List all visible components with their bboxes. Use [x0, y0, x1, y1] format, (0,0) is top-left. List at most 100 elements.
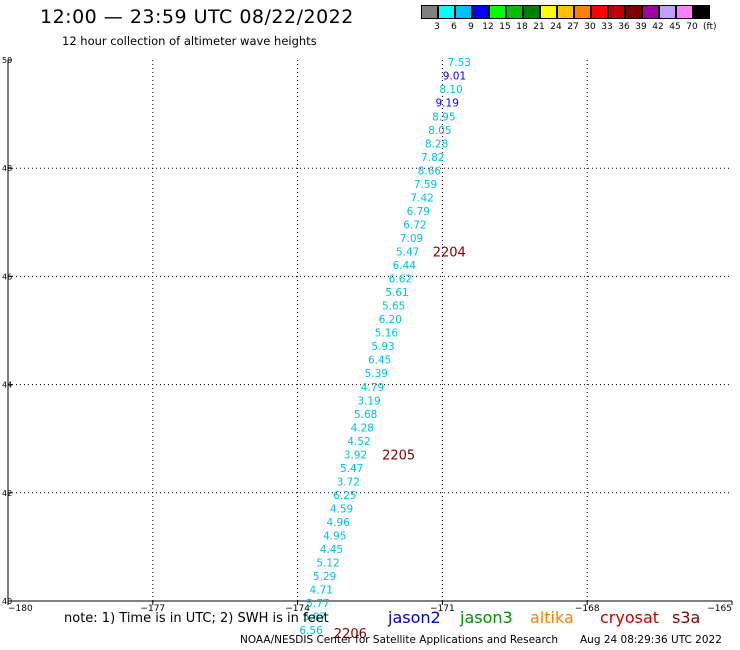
swh-label: 8.95 — [432, 111, 455, 123]
swh-label: 7.59 — [414, 179, 437, 191]
swh-label: 7.82 — [421, 152, 444, 164]
scale-swatch — [659, 5, 676, 19]
lat-tick-label: 48 — [2, 164, 12, 173]
swh-label: 6.44 — [393, 260, 417, 272]
swh-label: 4.71 — [310, 585, 333, 597]
swh-label: 5.12 — [316, 558, 339, 570]
lon-tick-label: −168 — [575, 604, 600, 614]
swh-label: 5.61 — [385, 287, 408, 299]
swh-label: 5.87 — [303, 612, 326, 624]
swh-label: 8.66 — [418, 165, 442, 177]
lon-tick-label: −180 — [8, 604, 33, 614]
swh-label: 5.68 — [354, 409, 377, 421]
legend-altika: altika — [530, 608, 574, 627]
swh-label: 6.25 — [333, 490, 356, 502]
lat-tick-label: 50 — [2, 56, 12, 65]
swh-label: 6.56 — [299, 625, 323, 637]
swh-label: 4.59 — [330, 503, 353, 515]
swh-label: 4.96 — [326, 517, 350, 529]
swh-label: 8.10 — [439, 84, 462, 96]
scale-label: 42 — [652, 22, 664, 32]
scale-swatch — [506, 5, 523, 19]
scale-swatch — [693, 5, 710, 19]
lat-tick-label: 44 — [2, 381, 12, 390]
swh-label: 9.19 — [436, 98, 459, 110]
swh-label: 5.47 — [396, 247, 419, 259]
scale-swatch — [455, 5, 472, 19]
legend-jason2: jason2 — [388, 608, 441, 627]
swh-label: 8.05 — [428, 125, 451, 137]
scale-label: 18 — [516, 22, 528, 32]
scale-label: 36 — [618, 22, 630, 32]
scale-label: 70 — [686, 22, 698, 32]
swh-label: 5.77 — [306, 598, 329, 610]
swh-label: 5.39 — [365, 368, 388, 380]
swh-label: 5.47 — [340, 463, 363, 475]
credit-text: NOAA/NESDIS Center for Satellite Applica… — [240, 634, 558, 646]
timestamp-text: Aug 24 08:29:36 UTC 2022 — [580, 634, 722, 646]
lat-tick-label: 46 — [2, 272, 12, 281]
swh-label: 5.65 — [382, 301, 405, 313]
note-text: note: 1) Time is in UTC; 2) SWH is in fe… — [64, 611, 329, 626]
swh-label: 3.72 — [337, 476, 360, 488]
map-title: 12:00 — 23:59 UTC 08/22/2022 — [40, 6, 354, 28]
swh-label: 7.09 — [400, 233, 423, 245]
swh-label: 5.16 — [375, 328, 399, 340]
lon-tick-label: −171 — [430, 604, 455, 614]
scale-swatch — [557, 5, 574, 19]
scale-label: 21 — [533, 22, 545, 32]
scale-label: 30 — [584, 22, 596, 32]
swh-label: 4.79 — [361, 382, 384, 394]
swh-label: 7.53 — [448, 57, 471, 69]
scale-swatch — [540, 5, 557, 19]
scale-swatch — [608, 5, 625, 19]
legend-cryosat: cryosat — [600, 608, 660, 627]
scale-swatch — [438, 5, 455, 19]
swh-label: 8.28 — [425, 138, 448, 150]
swh-label: 4.28 — [351, 422, 374, 434]
scale-swatch — [676, 5, 693, 19]
lat-tick-label: 40 — [2, 597, 12, 606]
swh-label: 6.20 — [379, 314, 402, 326]
scale-label: 6 — [451, 22, 457, 32]
scale-label: 15 — [499, 22, 511, 32]
time-label: 2204 — [433, 246, 466, 261]
time-label: 2206 — [334, 627, 367, 642]
swh-label: 9.01 — [443, 71, 466, 83]
scale-label: 33 — [601, 22, 613, 32]
time-label: 2205 — [382, 448, 415, 463]
legend-s3a: s3a — [672, 608, 701, 627]
swh-label: 3.92 — [344, 449, 367, 461]
scale-label: 39 — [635, 22, 647, 32]
scale-label: 3 — [434, 22, 440, 32]
swh-label: 7.42 — [410, 192, 433, 204]
scale-swatch — [489, 5, 506, 19]
scale-label: 9 — [468, 22, 474, 32]
lon-tick-label: −165 — [707, 604, 732, 614]
swh-label: 5.29 — [313, 571, 336, 583]
swh-label: 5.93 — [371, 341, 394, 353]
scale-label: 27 — [567, 22, 579, 32]
swh-label: 6.72 — [403, 219, 426, 231]
map-subtitle: 12 hour collection of altimeter wave hei… — [62, 34, 317, 48]
lon-tick-label: −177 — [140, 604, 165, 614]
swh-label: 4.45 — [320, 544, 343, 556]
scale-swatch — [625, 5, 642, 19]
scale-swatch — [642, 5, 659, 19]
legend-jason3: jason3 — [460, 608, 513, 627]
scale-swatch — [421, 5, 438, 19]
scale-label: 45 — [669, 22, 681, 32]
scale-swatch — [591, 5, 608, 19]
swh-label: 4.52 — [347, 436, 370, 448]
swh-label: 6.79 — [407, 206, 430, 218]
scale-unit: (ft) — [703, 22, 717, 32]
scale-swatch — [523, 5, 540, 19]
scale-swatch — [574, 5, 591, 19]
scale-label: 12 — [482, 22, 494, 32]
scale-swatch — [472, 5, 489, 19]
swh-label: 3.19 — [357, 395, 380, 407]
swh-label: 6.45 — [368, 355, 391, 367]
swh-label: 6.62 — [389, 274, 412, 286]
scale-label: 24 — [550, 22, 562, 32]
